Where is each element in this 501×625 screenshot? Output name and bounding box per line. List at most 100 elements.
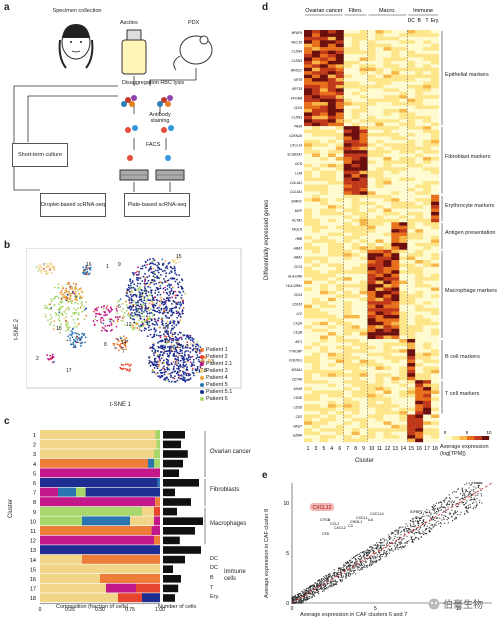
- heatmap-cell: [304, 318, 313, 323]
- tsne-point: [159, 360, 161, 363]
- heatmap-cell: [431, 387, 440, 391]
- heatmap-cell: [351, 136, 360, 141]
- heatmap-cell: [319, 236, 329, 240]
- tsne-point: [176, 341, 179, 343]
- heatmap-cell: [367, 411, 376, 415]
- heatmap-cell: [343, 222, 352, 226]
- tsne-point: [179, 377, 182, 380]
- heatmap-cell: [359, 232, 368, 237]
- heatmap-cell: [304, 345, 313, 350]
- tsne-point: [129, 368, 131, 371]
- scatter-point: [418, 537, 420, 539]
- heatmap-cell: [415, 290, 424, 295]
- heatmap-cell: [335, 397, 344, 401]
- tsne-point: [157, 319, 160, 322]
- heatmap-cell: [399, 342, 408, 347]
- tsne-point: [51, 355, 54, 358]
- heatmap-cell: [343, 421, 352, 426]
- heatmap-cell: [423, 208, 432, 213]
- tsne-point: [165, 299, 167, 302]
- heatmap-cell: [335, 201, 344, 206]
- heatmap-cell: [319, 380, 329, 384]
- heatmap-cell: [383, 308, 392, 312]
- heatmap-cell: [407, 332, 416, 336]
- tsne-point: [158, 340, 161, 343]
- heatmap-cell: [399, 50, 408, 55]
- tsne-point: [100, 326, 103, 329]
- tsne-point: [129, 315, 132, 317]
- tsne-point: [155, 329, 158, 332]
- heatmap-cell: [423, 400, 432, 405]
- heatmap-cell: [359, 404, 368, 408]
- heatmap-cell: [391, 390, 400, 395]
- heatmap-cell: [343, 167, 352, 171]
- count-bar: [163, 594, 175, 602]
- tsne-point: [163, 365, 165, 368]
- legend-entry: Patient 1: [200, 346, 232, 353]
- heatmap-cell: [359, 194, 368, 199]
- heatmap-cell: [423, 294, 432, 298]
- scatter-point: [354, 567, 356, 569]
- heatmap-cell: [383, 57, 392, 62]
- tsne-point: [140, 300, 143, 303]
- ascites-bottle-icon: [121, 29, 147, 75]
- heatmap-cell: [391, 205, 400, 209]
- heatmap-cell: [335, 205, 344, 209]
- scatter-point: [454, 511, 456, 513]
- heatmap-cell: [319, 208, 329, 213]
- heatmap-cell: [335, 435, 344, 439]
- heatmap-cell: [311, 239, 321, 244]
- heatmap-cell: [343, 47, 352, 51]
- tsne-point: [130, 291, 132, 294]
- tsne-point: [128, 299, 131, 301]
- scatter-point: [430, 512, 432, 514]
- heatmap-cell: [423, 67, 432, 72]
- heatmap-cell: [375, 112, 384, 117]
- heatmap-cell: [415, 407, 424, 412]
- tsne-point: [141, 320, 143, 323]
- tsne-point: [186, 346, 189, 349]
- tsne-point: [42, 267, 45, 270]
- heatmap-cell: [311, 102, 321, 106]
- tsne-point: [186, 343, 189, 346]
- scatter-point: [447, 502, 449, 504]
- tsne-point: [126, 292, 128, 295]
- scatter-point: [462, 495, 464, 497]
- short-term-culture-box: Short-term culture: [12, 143, 68, 167]
- heatmap-cell: [391, 102, 400, 106]
- tsne-point: [153, 276, 156, 278]
- heatmap-cell: [304, 424, 313, 429]
- tsne-point: [122, 339, 125, 341]
- composition-segment: [136, 583, 160, 593]
- heatmap-col-label: 11: [377, 446, 382, 452]
- heatmap-cell: [367, 339, 376, 343]
- tsne-point: [169, 296, 172, 299]
- tsne-point: [48, 308, 51, 311]
- heatmap-cell: [391, 325, 400, 329]
- tsne-point: [156, 294, 159, 296]
- panel-label-b: b: [4, 240, 11, 251]
- heatmap-cell: [327, 352, 336, 357]
- tsne-point: [102, 307, 105, 310]
- count-bar: [163, 546, 201, 554]
- heatmap-cell: [343, 239, 352, 244]
- heatmap-cell: [351, 314, 360, 319]
- heatmap-cell: [327, 256, 336, 261]
- heatmap-cell: [359, 400, 368, 405]
- heatmap-cell: [335, 67, 344, 72]
- heatmap-cell: [319, 232, 329, 237]
- droplet-scrnaseq-box: Droplet-based scRNA-seq: [40, 193, 106, 217]
- tsne-point: [176, 282, 179, 285]
- heatmap-cell: [383, 157, 392, 161]
- scatter-point: [466, 482, 468, 484]
- heatmap-cell: [367, 277, 376, 281]
- heatmap-cell: [351, 349, 360, 353]
- tsne-point: [71, 291, 74, 293]
- label-disaggregation: Disaggregation RBC lysis: [121, 80, 185, 86]
- heatmap-cell: [351, 304, 360, 309]
- tsne-point: [79, 307, 82, 309]
- tsne-point: [173, 355, 176, 358]
- tsne-point: [169, 336, 171, 339]
- tsne-point: [116, 305, 118, 308]
- tsne-point: [137, 308, 140, 310]
